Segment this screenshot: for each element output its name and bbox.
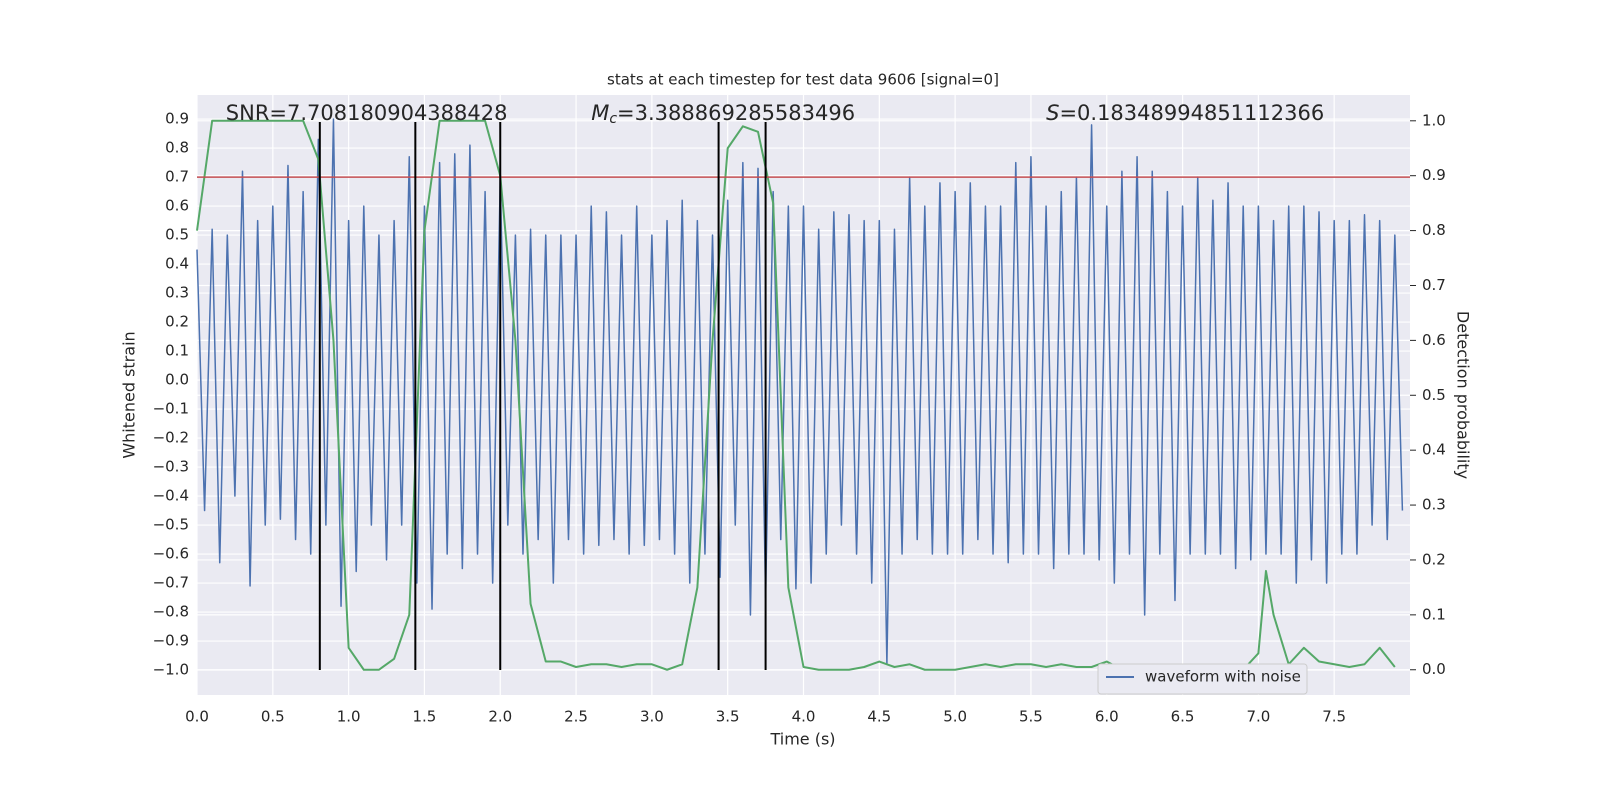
x-tick-label: 6.5 (1171, 708, 1195, 726)
grid (196, 95, 1410, 695)
y2-tick-label: 0.7 (1422, 276, 1446, 294)
x-tick-label: 0.5 (261, 708, 285, 726)
y-tick-label: 0.9 (165, 110, 189, 128)
x-tick-label: 4.0 (792, 708, 816, 726)
y2-tick-label: 0.2 (1422, 550, 1446, 568)
annotation-subscript: c (609, 111, 617, 127)
y2-tick-label: 0.6 (1422, 331, 1446, 349)
y-tick-label: −0.4 (153, 487, 189, 505)
y2-tick-label: 0.5 (1422, 386, 1446, 404)
legend-label: waveform with noise (1145, 668, 1301, 686)
y-tick-label: −0.9 (153, 632, 189, 650)
y-tick-label: 0.0 (165, 371, 189, 389)
y2-tick-label: 0.3 (1422, 496, 1446, 514)
x-tick-label: 3.0 (640, 708, 664, 726)
y-tick-label: 0.8 (165, 139, 189, 157)
y-tick-label: −0.2 (153, 429, 189, 447)
y-tick-label: −0.7 (153, 574, 189, 592)
y2-tick-label: 1.0 (1422, 111, 1446, 129)
y-tick-label: 0.5 (165, 226, 189, 244)
annotation-symbol: M (591, 101, 609, 125)
x-tick-label: 7.5 (1322, 708, 1346, 726)
annotation-text: =3.388869285583496 (617, 101, 855, 125)
x-tick-label: 5.0 (943, 708, 967, 726)
y-tick-label: 0.3 (165, 284, 189, 302)
y-tick-label: −0.5 (153, 516, 189, 534)
annotation-symbol: S (1046, 101, 1059, 125)
y-tick-label: 0.7 (165, 168, 189, 186)
y2-tick-label: 0.0 (1422, 660, 1446, 678)
y2-tick-label: 0.8 (1422, 221, 1446, 239)
y-tick-label: −1.0 (153, 661, 189, 679)
y-tick-label: 0.6 (165, 197, 189, 215)
x-tick-label: 2.0 (488, 708, 512, 726)
legend: waveform with noise (1097, 663, 1308, 695)
x-tick-label: 7.0 (1246, 708, 1270, 726)
x-tick-label: 1.5 (413, 708, 437, 726)
y-tick-label: 0.1 (165, 342, 189, 360)
annotation: S=0.18348994851112366 (1046, 101, 1324, 125)
x-tick-label: 3.5 (716, 708, 740, 726)
y2-axis-label: Detection probability (1454, 311, 1473, 479)
legend-box (1097, 663, 1308, 695)
x-tick-label: 4.5 (867, 708, 891, 726)
x-tick-label: 6.0 (1095, 708, 1119, 726)
annotation-text: =0.18348994851112366 (1059, 101, 1324, 125)
y-tick-label: 0.2 (165, 313, 189, 331)
x-axis-label: Time (s) (769, 730, 835, 749)
y-tick-label: −0.8 (153, 603, 189, 621)
x-tick-label: 0.0 (185, 708, 209, 726)
annotation: SNR=7.708180904388428 (226, 101, 508, 125)
x-tick-label: 5.5 (1019, 708, 1043, 726)
y-tick-label: −0.6 (153, 545, 189, 563)
annotation-text: SNR=7.708180904388428 (226, 101, 508, 125)
y2-tick-label: 0.1 (1422, 605, 1446, 623)
x-tick-label: 1.0 (337, 708, 361, 726)
y-tick-label: −0.3 (153, 458, 189, 476)
annotation: Mc=3.388869285583496 (591, 101, 855, 127)
chart-title: stats at each timestep for test data 960… (607, 71, 999, 89)
y2-tick-label: 0.9 (1422, 166, 1446, 184)
y-tick-label: −0.1 (153, 400, 189, 418)
y2-tick-label: 0.4 (1422, 441, 1446, 459)
x-tick-label: 2.5 (564, 708, 588, 726)
series-line (196, 118, 1404, 666)
y-axis-label: Whitened strain (120, 331, 139, 458)
y-tick-label: 0.4 (165, 255, 189, 273)
